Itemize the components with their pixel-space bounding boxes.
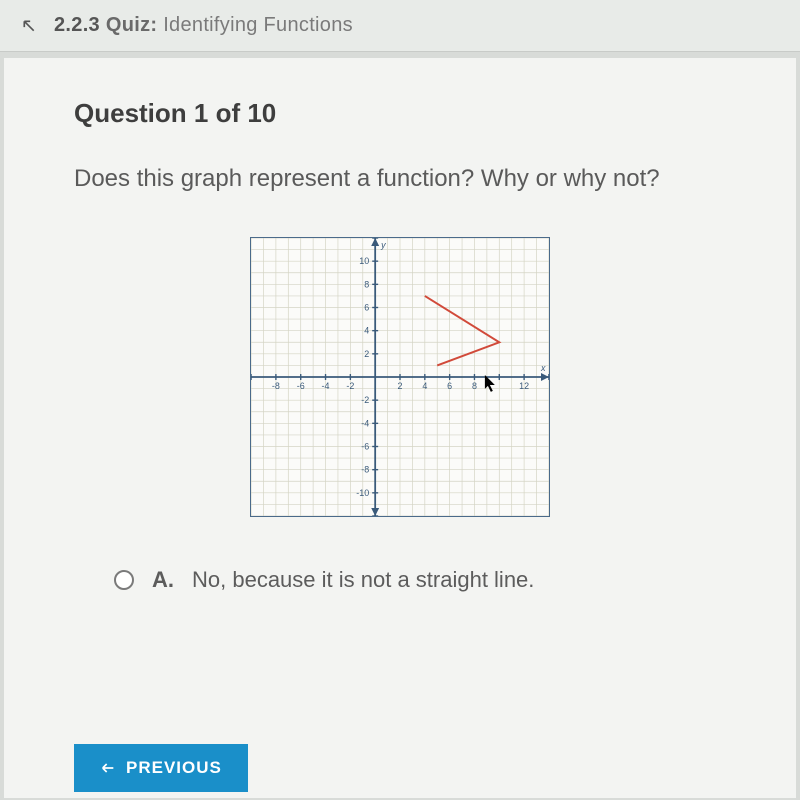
- svg-text:x: x: [540, 363, 546, 373]
- svg-text:-6: -6: [361, 441, 369, 451]
- svg-text:6: 6: [447, 381, 452, 391]
- svg-text:-4: -4: [322, 381, 330, 391]
- back-icon[interactable]: [18, 15, 40, 37]
- coordinate-graph: -8 -6 -4 -2 2 4 6 8 12 2 4 6 8 10 -2 -4 -6 -8 -10 x y: [250, 237, 550, 517]
- quiz-title: 2.2.3 Quiz: Identifying Functions: [54, 14, 353, 37]
- svg-text:-2: -2: [361, 395, 369, 405]
- svg-text:-8: -8: [272, 381, 280, 391]
- svg-text:2: 2: [364, 349, 369, 359]
- quiz-number: 2.2.3: [54, 14, 100, 36]
- quiz-label: Quiz:: [106, 14, 158, 36]
- svg-text:2: 2: [398, 381, 403, 391]
- radio-icon[interactable]: [114, 570, 134, 590]
- graph-container: -8 -6 -4 -2 2 4 6 8 12 2 4 6 8 10 -2 -4 -6 -8 -10 x y: [74, 237, 726, 517]
- previous-button[interactable]: PREVIOUS: [74, 744, 248, 792]
- answer-letter: A.: [152, 567, 174, 593]
- arrow-left-icon: [100, 760, 116, 776]
- svg-text:4: 4: [364, 326, 369, 336]
- svg-text:6: 6: [364, 302, 369, 312]
- content-area: Question 1 of 10 Does this graph represe…: [4, 58, 796, 798]
- svg-text:12: 12: [519, 381, 529, 391]
- answer-option-a[interactable]: A. No, because it is not a straight line…: [74, 567, 726, 593]
- svg-text:-4: -4: [361, 418, 369, 428]
- quiz-name: Identifying Functions: [163, 14, 353, 36]
- svg-text:-6: -6: [297, 381, 305, 391]
- svg-text:10: 10: [359, 256, 369, 266]
- answer-text: No, because it is not a straight line.: [192, 567, 534, 593]
- previous-label: PREVIOUS: [126, 758, 222, 778]
- quiz-header: 2.2.3 Quiz: Identifying Functions: [0, 0, 800, 52]
- svg-text:y: y: [380, 240, 386, 250]
- question-heading: Question 1 of 10: [74, 98, 726, 129]
- svg-text:8: 8: [472, 381, 477, 391]
- svg-text:8: 8: [364, 279, 369, 289]
- question-text: Does this graph represent a function? Wh…: [74, 165, 726, 193]
- svg-text:-8: -8: [361, 465, 369, 475]
- svg-text:4: 4: [422, 381, 427, 391]
- svg-text:-10: -10: [356, 488, 369, 498]
- svg-text:-2: -2: [346, 381, 354, 391]
